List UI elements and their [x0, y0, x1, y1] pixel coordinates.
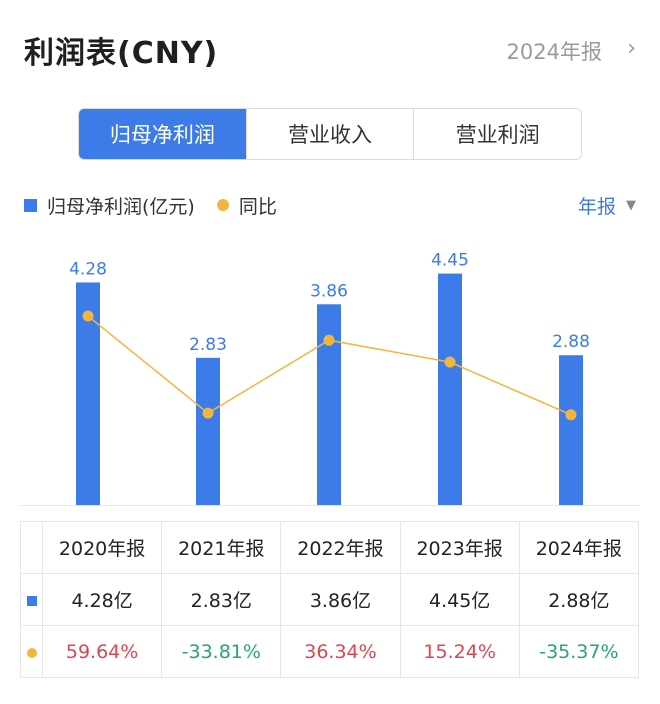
table-cell: 2.83亿 [161, 573, 282, 626]
chart-legend: 归母净利润(亿元) 同比 [24, 192, 277, 218]
bar-data-label: 3.86 [310, 281, 348, 301]
profit-chart: 4.28 2.83 3.86 4.45 2.88 [20, 251, 640, 506]
table-cell: 4.28亿 [41, 573, 163, 626]
period-dropdown-label: 年报 [577, 196, 616, 218]
data-table: 2020年报 2021年报 2022年报 2023年报 2024年报 4.28亿… [20, 521, 640, 678]
bar-data-label: 4.28 [69, 259, 107, 279]
header: 利润表(CNY) 2024年报 › [0, 0, 660, 100]
line-series-icon [26, 647, 37, 658]
table-cell: 2.88亿 [518, 573, 640, 626]
yoy-point [202, 407, 214, 419]
bar-series-icon [26, 595, 37, 606]
table-cell: 15.24% [399, 625, 520, 678]
metric-tabs: 归母净利润 营业收入 营业利润 [78, 108, 582, 160]
tab-operating-profit[interactable]: 营业利润 [413, 109, 581, 159]
table-header-cell: 2020年报 [41, 521, 163, 574]
bar [317, 304, 341, 505]
table-header-cell: 2023年报 [399, 521, 520, 574]
table-row-profit: 4.28亿 2.83亿 3.86亿 4.45亿 2.88亿 [20, 573, 640, 626]
line-legend-label: 同比 [238, 195, 277, 218]
bar-data-label: 4.45 [431, 251, 469, 271]
table-header-row: 2020年报 2021年报 2022年报 2023年报 2024年报 [20, 521, 640, 574]
yoy-point [82, 310, 94, 322]
tab-net-profit[interactable]: 归母净利润 [79, 109, 246, 159]
caret-down-icon: ▼ [626, 198, 636, 213]
report-period[interactable]: 2024年报 [506, 40, 602, 64]
bar-legend-swatch [24, 198, 37, 212]
bar [559, 355, 583, 505]
table-cell: 3.86亿 [280, 573, 401, 626]
yoy-point [444, 356, 456, 368]
table-header-cell: 2021年报 [161, 521, 282, 574]
table-cell: 59.64% [41, 625, 163, 678]
table-cell: -35.37% [518, 625, 640, 678]
page-title: 利润表(CNY) [24, 36, 219, 71]
bar-data-label: 2.88 [552, 332, 590, 352]
table-header-cell: 2022年报 [280, 521, 401, 574]
chevron-right-icon[interactable]: › [627, 36, 636, 61]
table-cell: 4.45亿 [399, 573, 520, 626]
bar-legend-label: 归母净利润(亿元) [47, 195, 195, 218]
bar [438, 273, 462, 505]
table-cell: 36.34% [280, 625, 401, 678]
table-cell: -33.81% [161, 625, 282, 678]
line-legend-swatch [216, 199, 229, 211]
table-row-yoy: 59.64% -33.81% 36.34% 15.24% -35.37% [20, 625, 640, 678]
tab-revenue[interactable]: 营业收入 [245, 109, 414, 159]
yoy-point [565, 409, 577, 421]
yoy-point [323, 334, 335, 346]
table-header-cell: 2024年报 [518, 521, 640, 574]
bar [196, 357, 220, 505]
period-dropdown[interactable]: 年报 ▼ [578, 192, 636, 219]
bar-data-label: 2.83 [189, 335, 227, 355]
